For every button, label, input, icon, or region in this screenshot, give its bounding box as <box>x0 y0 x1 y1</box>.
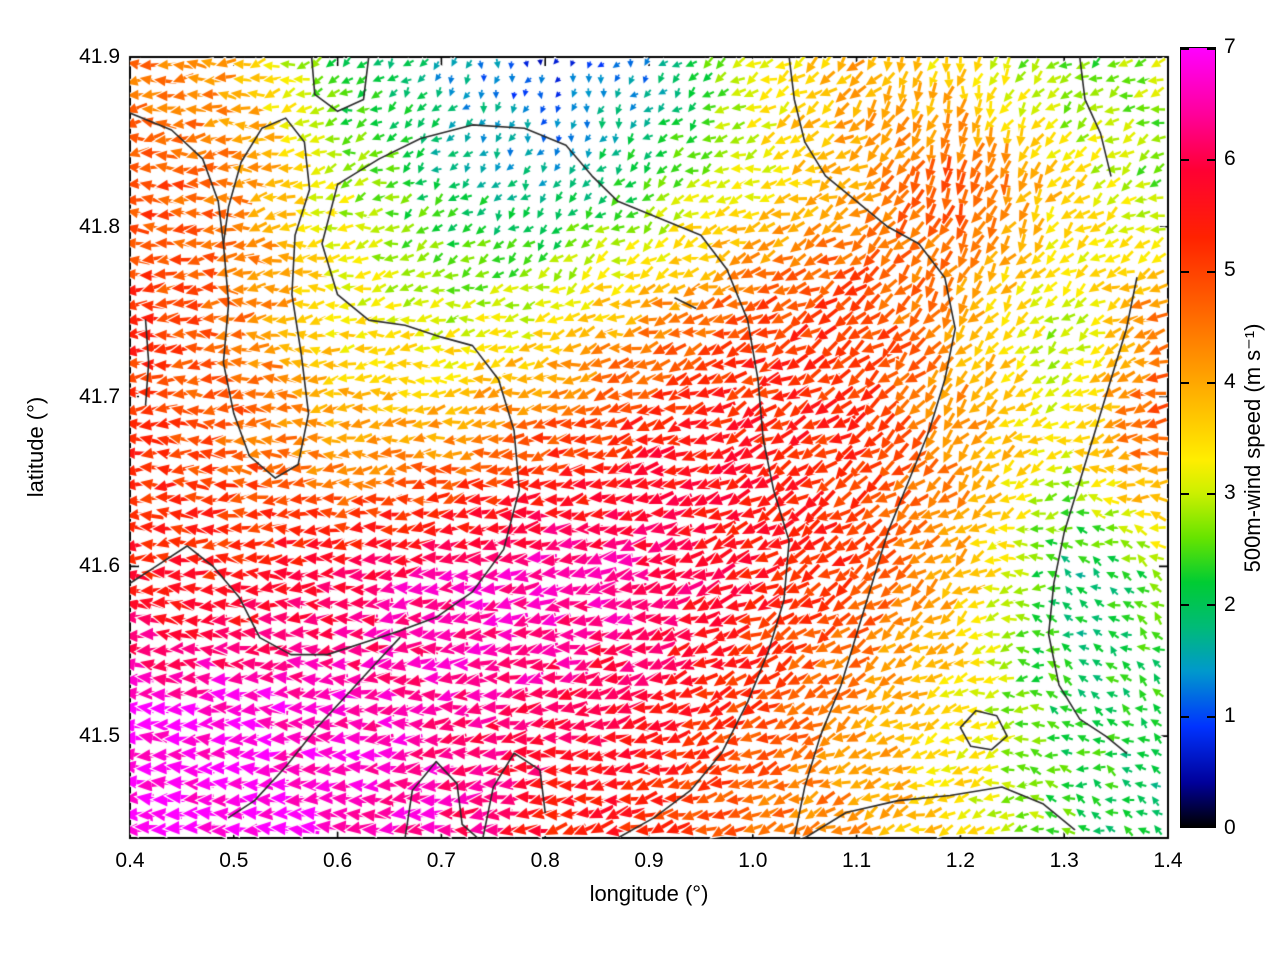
y-tick-label: 41.5 <box>79 724 120 748</box>
colorbar-tick-mark <box>1207 381 1215 384</box>
colorbar-tick-mark <box>1181 715 1189 718</box>
y-tick-label: 41.7 <box>79 384 120 408</box>
x-tick-label: 0.6 <box>322 849 353 872</box>
colorbar-tick-mark <box>1181 159 1189 162</box>
colorbar-tick-mark <box>1207 493 1215 496</box>
colorbar-tick-mark <box>1207 48 1215 50</box>
colorbar-tick-mark <box>1181 493 1189 496</box>
colorbar-tick-label: 7 <box>1224 35 1236 58</box>
colorbar-tick-label: 1 <box>1224 704 1236 728</box>
colorbar-tick-mark <box>1181 381 1189 384</box>
y-tick-label: 41.6 <box>79 554 120 578</box>
colorbar-tick-label: 4 <box>1224 369 1236 393</box>
x-tick-label: 0.8 <box>530 849 560 872</box>
colorbar-tick-mark <box>1207 159 1215 162</box>
colorbar-tick-label: 3 <box>1224 481 1236 505</box>
colorbar-label: 500m-wind speed (m s⁻¹) <box>1240 323 1265 573</box>
colorbar-tick-label: 5 <box>1224 258 1236 282</box>
colorbar-tick-label: 2 <box>1224 592 1236 616</box>
y-axis-label: latitude (°) <box>23 396 48 498</box>
x-tick-label: 1.1 <box>841 849 872 872</box>
colorbar-tick-mark <box>1207 825 1215 827</box>
x-tick-label: 0.7 <box>426 849 456 872</box>
x-tick-label: 1.2 <box>945 849 975 872</box>
y-tick-label: 41.8 <box>79 214 120 238</box>
colorbar-tick-mark <box>1181 48 1189 50</box>
x-axis-label: longitude (°) <box>589 881 709 906</box>
colorbar-gradient <box>1180 47 1216 828</box>
colorbar-tick-mark <box>1207 270 1215 273</box>
colorbar-tick-mark <box>1181 825 1189 827</box>
colorbar-tick-mark <box>1181 604 1189 607</box>
colorbar-tick-label: 6 <box>1224 146 1236 170</box>
x-tick-label: 1.3 <box>1049 849 1079 872</box>
colorbar-tick-mark <box>1207 604 1215 607</box>
x-tick-label: 0.9 <box>634 849 664 872</box>
x-tick-label: 0.5 <box>219 849 249 872</box>
colorbar-tick-mark <box>1181 270 1189 273</box>
colorbar-tick-label: 0 <box>1224 816 1236 839</box>
y-tick-label: 41.9 <box>79 45 120 68</box>
x-tick-label: 1.4 <box>1153 849 1183 872</box>
colorbar-tick-mark <box>1207 715 1215 718</box>
x-tick-label: 0.4 <box>115 849 145 872</box>
x-tick-label: 1.0 <box>738 849 768 872</box>
